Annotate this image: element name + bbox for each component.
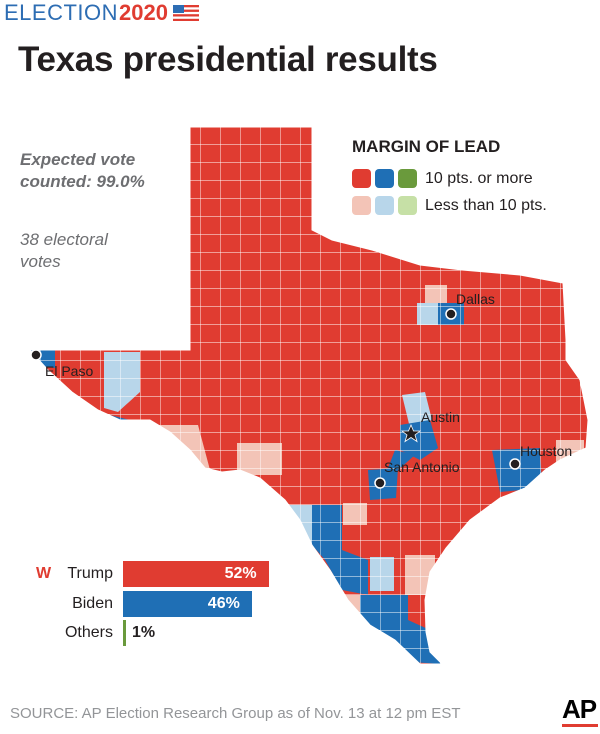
legend-swatch-rep-strong xyxy=(352,169,371,188)
candidate-name: Others xyxy=(64,624,113,641)
legend-title: MARGIN OF LEAD xyxy=(352,137,501,156)
winner-mark: W xyxy=(36,565,52,582)
city-label-sanantonio: San Antonio xyxy=(384,459,460,475)
result-bar xyxy=(123,620,126,646)
legend-label-lean: Less than 10 pts. xyxy=(425,196,547,214)
city-label-austin: Austin xyxy=(421,409,460,425)
page-title: Texas presidential results xyxy=(18,40,438,79)
ap-logo: AP xyxy=(562,694,597,724)
legend-label-strong: 10 pts. or more xyxy=(425,169,533,187)
city-label-elpaso: El Paso xyxy=(45,363,93,379)
legend-swatch-dem-lean xyxy=(375,196,394,215)
ap-logo-underline xyxy=(562,724,598,727)
expected-vote-line1: Expected vote xyxy=(20,150,136,169)
city-label-dallas: Dallas xyxy=(456,291,495,307)
electoral-line2: votes xyxy=(20,252,61,271)
legend-row-strong: 10 pts. or more xyxy=(352,169,533,188)
legend-swatch-oth-strong xyxy=(398,169,417,188)
city-dot-icon xyxy=(509,458,521,470)
city-dot-icon xyxy=(30,349,42,361)
expected-vote-line2: counted: 99.0% xyxy=(20,172,145,191)
result-pct: 1% xyxy=(132,624,156,641)
brand-election-text: ELECTION xyxy=(4,0,119,25)
brand-year-text: 2020 xyxy=(119,0,168,25)
candidate-name: Trump xyxy=(67,565,113,582)
legend-swatch-rep-lean xyxy=(352,196,371,215)
city-dallas: Dallas xyxy=(445,291,495,320)
city-label-houston: Houston xyxy=(520,443,572,459)
expected-vote-note: Expected vote counted: 99.0% xyxy=(20,149,145,193)
source-note: SOURCE: AP Election Research Group as of… xyxy=(10,705,461,722)
legend-swatch-oth-lean xyxy=(398,196,417,215)
result-pct: 46% xyxy=(207,595,240,612)
capital-star-icon xyxy=(400,423,422,443)
county-dem-westborder xyxy=(98,412,150,485)
city-houston: Houston xyxy=(509,443,572,470)
city-dot-icon xyxy=(374,477,386,489)
result-pct: 52% xyxy=(224,565,257,582)
city-elpaso: El Paso xyxy=(30,349,93,379)
electoral-line1: 38 electoral xyxy=(20,230,108,249)
electoral-votes-note: 38 electoral votes xyxy=(20,229,108,273)
city-austin: Austin xyxy=(400,409,460,443)
us-flag-icon xyxy=(172,5,199,21)
result-bar xyxy=(123,591,252,617)
legend-row-lean: Less than 10 pts. xyxy=(352,196,547,215)
result-bar xyxy=(123,561,269,587)
legend-swatch-dem-strong xyxy=(375,169,394,188)
city-dot-icon xyxy=(445,308,457,320)
election-brand: ELECTION 2020 xyxy=(4,0,199,26)
candidate-name: Biden xyxy=(72,595,113,612)
city-sanantonio: San Antonio xyxy=(374,459,460,489)
